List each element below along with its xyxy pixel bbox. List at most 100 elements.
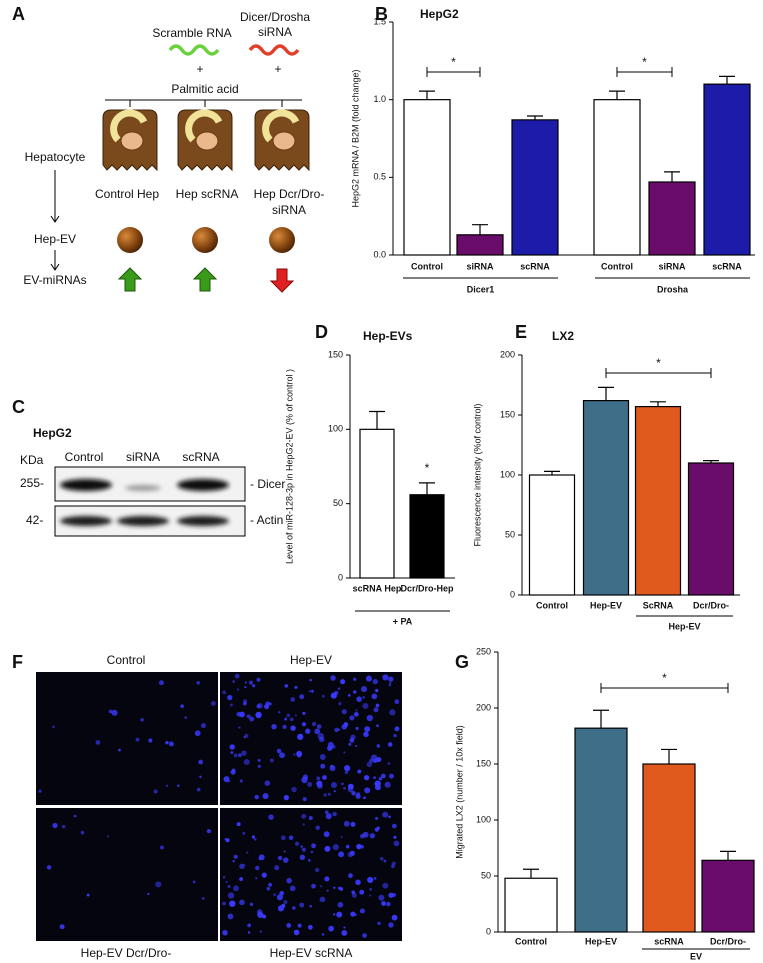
cell-dot: [227, 885, 231, 889]
cell-dot: [331, 782, 338, 789]
cell-dot: [198, 759, 204, 765]
panel-letter: E: [515, 322, 527, 342]
cell-dot: [158, 680, 164, 686]
cell-dot: [391, 823, 397, 829]
cell-dot: [337, 687, 341, 691]
cell-dot: [378, 777, 383, 781]
cell-dot: [370, 754, 378, 761]
significance-bracket: [616, 67, 673, 77]
cell-dot: [255, 711, 262, 719]
cell-dot: [147, 892, 150, 896]
cell-dot: [271, 723, 277, 730]
cell-dot: [255, 877, 258, 880]
error-bar: [650, 401, 666, 407]
cell-dot: [311, 843, 316, 849]
cell-dot: [301, 847, 306, 852]
panel-letter: B: [375, 4, 388, 24]
vesicle: [269, 227, 295, 253]
cell-dot: [307, 781, 313, 787]
cell-dot: [364, 787, 371, 794]
cell-dot: [326, 889, 329, 892]
squiggle: [248, 44, 300, 56]
cell-dot: [289, 717, 294, 722]
cell-dot: [373, 707, 379, 713]
y-tick-label: 0.5: [373, 172, 386, 182]
cell-dot: [309, 678, 312, 682]
arrow: [50, 170, 60, 271]
vesicle: [117, 227, 143, 253]
cell-dot: [276, 894, 283, 901]
group-label: Dicer1: [467, 284, 495, 294]
cell-dot: [236, 688, 240, 691]
significance: *: [425, 461, 430, 475]
cell-dot: [330, 675, 336, 681]
marker: 255-: [20, 476, 44, 490]
cell-dot: [327, 792, 331, 796]
cell-dot: [348, 742, 352, 746]
cells: [102, 109, 310, 172]
y-tick-label: 250: [476, 646, 491, 656]
cell-dot: [108, 709, 113, 714]
cell-dot: [363, 796, 366, 800]
cell-dot: [279, 890, 285, 896]
cell-dot: [244, 681, 247, 684]
cell-dot: [343, 820, 350, 827]
cell-dot: [243, 759, 250, 765]
cell-dot: [242, 831, 246, 835]
error-bar: [544, 470, 560, 475]
bar: [582, 400, 630, 596]
cell-dot: [349, 715, 355, 721]
cell-dot: [52, 822, 58, 829]
cell-dot: [352, 690, 357, 694]
cell-dot: [286, 713, 291, 718]
cell-dot: [293, 929, 300, 936]
cell-dot: [268, 814, 274, 820]
cell-dot: [46, 865, 52, 870]
chart-title: LX2: [552, 329, 574, 343]
cell-dot: [135, 737, 140, 742]
cell-dot: [373, 877, 377, 880]
cell-dot: [330, 692, 337, 699]
cell-dot: [331, 744, 336, 749]
cell-dot: [314, 728, 321, 735]
cell-dot: [300, 845, 304, 848]
cell-dot: [269, 758, 274, 763]
y-tick-label: 150: [476, 758, 491, 768]
cell-dot: [322, 775, 327, 780]
cell-dot: [321, 933, 325, 936]
chart-title: Hep-EVs: [363, 329, 413, 343]
cell-dot: [340, 836, 343, 839]
cell-dot: [388, 683, 392, 687]
cell-dot: [332, 913, 336, 916]
cell-dot: [333, 790, 336, 793]
cell-dot: [349, 737, 355, 743]
significance-bracket: [605, 368, 712, 378]
band: [177, 479, 229, 491]
label: Palmitic acid: [171, 82, 238, 96]
y-axis-label: HepG2 mRNA / B2M (fold change): [350, 69, 360, 207]
cell-dot: [316, 776, 321, 781]
cell-dot: [283, 850, 286, 853]
cell-dot: [242, 864, 246, 867]
bands: [60, 479, 229, 526]
cell-dot: [302, 711, 306, 715]
cell-dot: [299, 902, 305, 908]
cell-dot: [388, 815, 391, 819]
group-label: Drosha: [657, 284, 689, 294]
cell-dot: [292, 906, 296, 910]
chart: D Hep-EVs Level of miR-128-3p in HepG2-EV …: [284, 322, 455, 626]
cell-dot: [288, 835, 294, 841]
bar: [701, 859, 755, 933]
cell-dot: [249, 902, 254, 907]
bracket: [105, 99, 302, 107]
cell-dot: [283, 795, 290, 801]
bar: [528, 474, 576, 596]
cell-dot: [106, 835, 109, 838]
cell-dot: [363, 731, 369, 738]
cell-dot: [227, 694, 233, 701]
cell-dot: [255, 865, 260, 871]
y-axis-label: Level of miR-128-3p in HepG2-EV (% of co…: [284, 369, 294, 564]
band: [177, 516, 229, 526]
cell-dot: [320, 885, 323, 888]
cell-dot: [223, 776, 230, 783]
